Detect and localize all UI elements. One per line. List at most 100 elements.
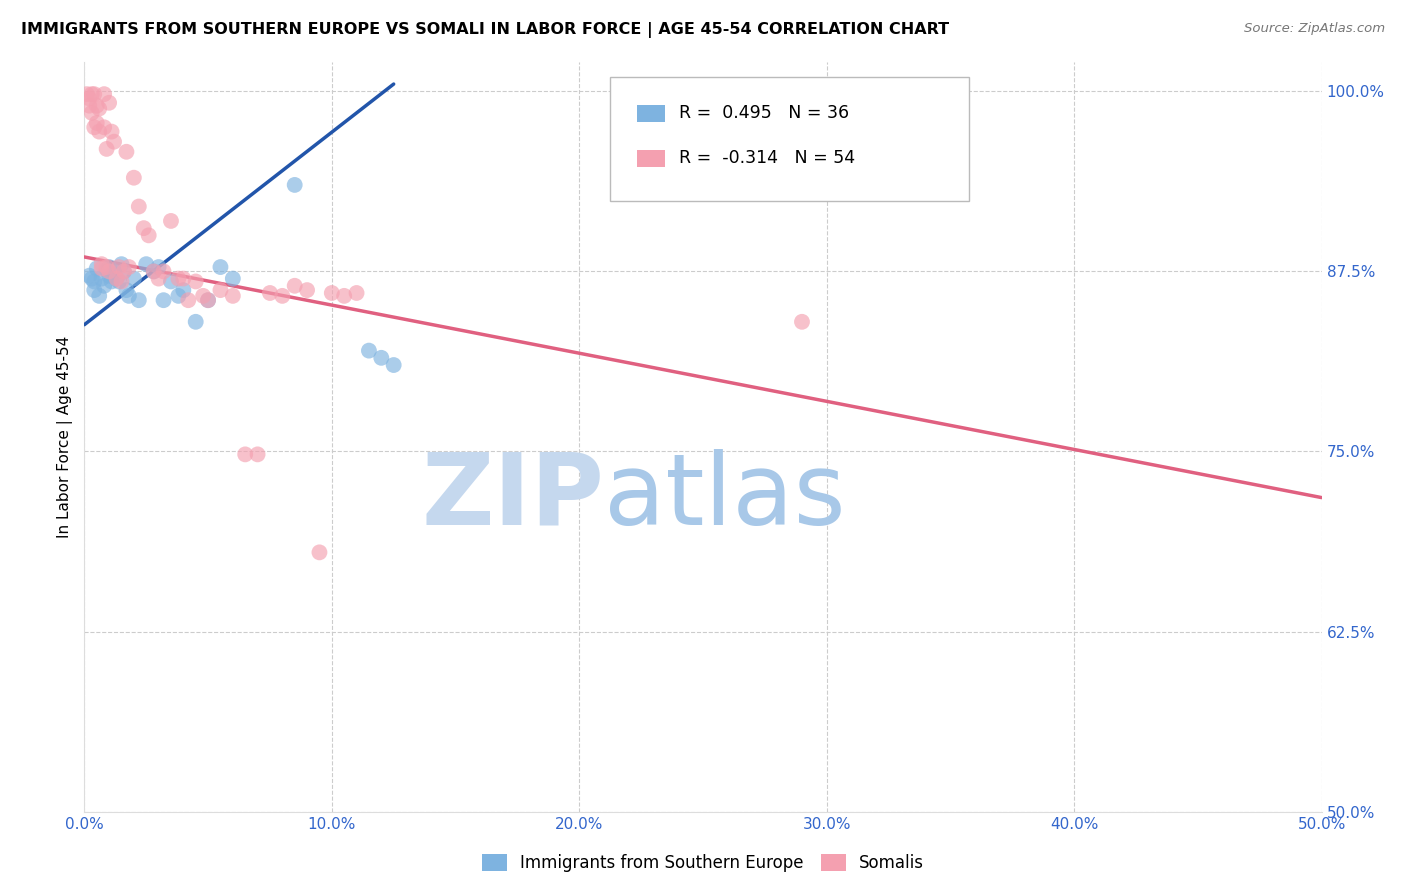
Point — [152, 264, 174, 278]
Point — [118, 289, 141, 303]
Point — [284, 278, 307, 293]
Point — [100, 275, 122, 289]
Point — [80, 271, 103, 285]
Point — [142, 264, 165, 278]
Point — [197, 293, 219, 308]
Point — [98, 268, 121, 283]
Point — [790, 315, 813, 329]
Point — [128, 293, 150, 308]
Point — [90, 261, 112, 276]
Point — [271, 289, 294, 303]
Point — [346, 285, 368, 300]
Point — [103, 135, 125, 149]
Bar — [637, 105, 665, 121]
Point — [86, 98, 108, 112]
Point — [191, 289, 214, 303]
Point — [259, 285, 281, 300]
Point — [167, 289, 190, 303]
Point — [138, 228, 160, 243]
Point — [96, 142, 118, 156]
Point — [79, 98, 101, 112]
Point — [93, 278, 115, 293]
Point — [152, 293, 174, 308]
Point — [295, 283, 318, 297]
Text: R =  0.495   N = 36: R = 0.495 N = 36 — [679, 104, 849, 122]
Point — [357, 343, 380, 358]
Point — [184, 315, 207, 329]
Point — [76, 87, 98, 102]
Text: ZIP: ZIP — [422, 449, 605, 546]
Point — [233, 447, 256, 461]
Text: R =  -0.314   N = 54: R = -0.314 N = 54 — [679, 149, 856, 168]
Point — [135, 257, 157, 271]
Point — [93, 87, 115, 102]
Point — [209, 283, 232, 297]
Point — [98, 260, 121, 274]
Point — [108, 275, 131, 289]
Point — [80, 87, 103, 102]
Point — [108, 260, 131, 274]
Point — [308, 545, 330, 559]
Point — [172, 283, 194, 297]
Point — [118, 260, 141, 274]
Point — [90, 257, 112, 271]
Point — [112, 264, 135, 278]
Point — [110, 257, 132, 271]
Text: IMMIGRANTS FROM SOUTHERN EUROPE VS SOMALI IN LABOR FORCE | AGE 45-54 CORRELATION: IMMIGRANTS FROM SOUTHERN EUROPE VS SOMAL… — [21, 22, 949, 38]
Point — [370, 351, 392, 365]
Point — [98, 95, 121, 110]
Point — [160, 275, 183, 289]
Point — [100, 125, 122, 139]
Point — [172, 271, 194, 285]
Point — [128, 200, 150, 214]
Point — [89, 125, 111, 139]
Point — [83, 283, 105, 297]
Point — [122, 271, 145, 285]
Point — [197, 293, 219, 308]
Point — [382, 358, 405, 372]
Point — [148, 260, 170, 274]
Point — [184, 275, 207, 289]
Point — [79, 91, 101, 105]
Point — [105, 271, 128, 285]
Point — [209, 260, 232, 274]
Point — [96, 263, 118, 277]
Point — [110, 275, 132, 289]
Point — [89, 102, 111, 116]
Bar — [637, 150, 665, 167]
Point — [115, 145, 138, 159]
Point — [333, 289, 356, 303]
Point — [160, 214, 183, 228]
Point — [89, 289, 111, 303]
Point — [93, 120, 115, 135]
Point — [132, 221, 155, 235]
Point — [148, 271, 170, 285]
Point — [115, 283, 138, 297]
Point — [142, 264, 165, 278]
Legend: Immigrants from Southern Europe, Somalis: Immigrants from Southern Europe, Somalis — [475, 847, 931, 880]
Point — [105, 271, 128, 285]
Point — [80, 106, 103, 120]
Point — [222, 289, 245, 303]
Point — [83, 120, 105, 135]
Point — [321, 285, 343, 300]
FancyBboxPatch shape — [610, 78, 969, 201]
Point — [222, 271, 245, 285]
Point — [90, 271, 112, 285]
Point — [96, 260, 118, 274]
Point — [83, 275, 105, 289]
Text: atlas: atlas — [605, 449, 845, 546]
Point — [284, 178, 307, 192]
Point — [79, 268, 101, 283]
Point — [103, 264, 125, 278]
Point — [167, 271, 190, 285]
Point — [246, 447, 269, 461]
Y-axis label: In Labor Force | Age 45-54: In Labor Force | Age 45-54 — [58, 336, 73, 538]
Point — [86, 116, 108, 130]
Point — [112, 264, 135, 278]
Point — [83, 87, 105, 102]
Point — [122, 170, 145, 185]
Point — [98, 264, 121, 278]
Point — [86, 261, 108, 276]
Point — [177, 293, 200, 308]
